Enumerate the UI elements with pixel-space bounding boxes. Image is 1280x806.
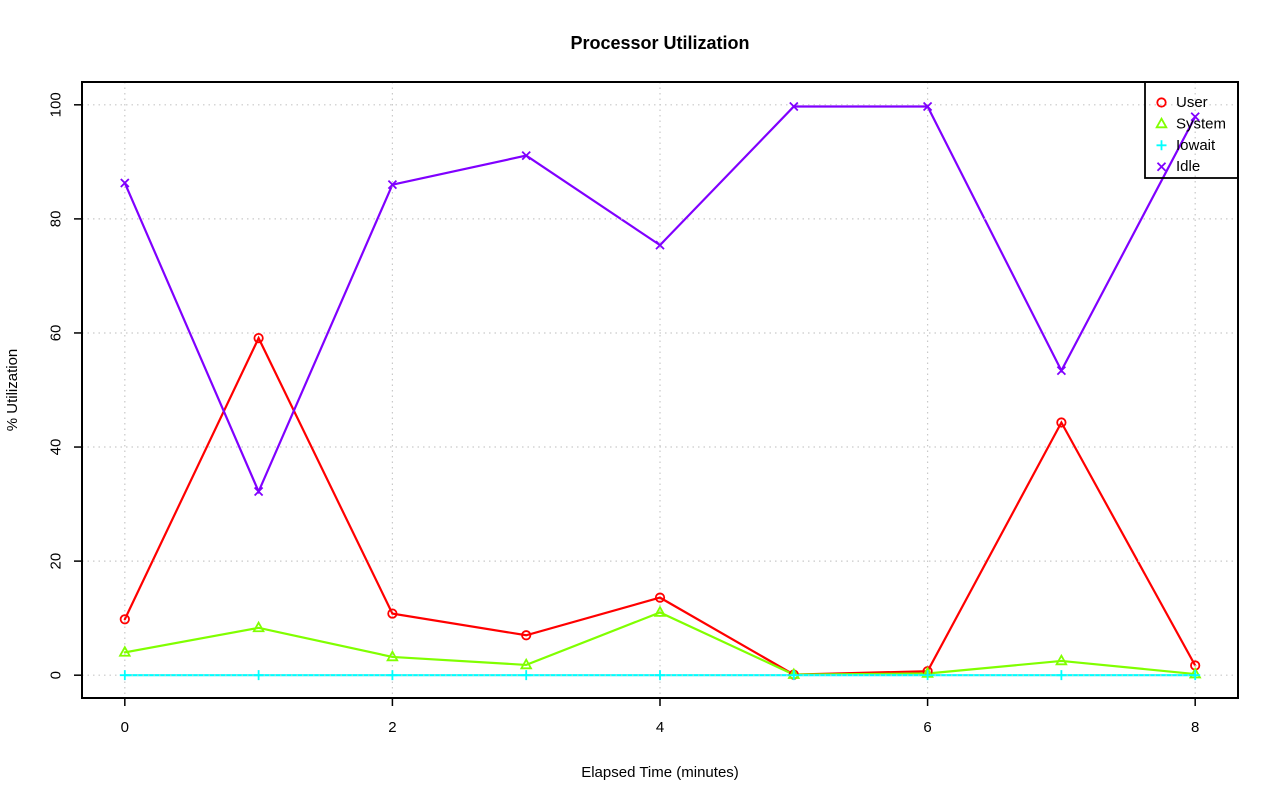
y-tick-label: 0 (48, 671, 65, 679)
legend-marker-iowait (1156, 140, 1167, 151)
marker-idle (789, 101, 799, 112)
y-tick-label: 60 (48, 325, 65, 342)
plus-marker-icon (119, 670, 130, 681)
y-axis-label: % Utilization (4, 349, 21, 432)
marker-idle (387, 180, 398, 190)
x-tick-label: 0 (121, 719, 129, 736)
x-marker-icon (655, 240, 665, 250)
marker-user (521, 630, 532, 641)
marker-system (653, 605, 667, 617)
marker-iowait (521, 670, 532, 681)
plus-marker-icon (1056, 670, 1067, 681)
x-marker-icon (1190, 112, 1200, 122)
marker-iowait (1056, 670, 1067, 681)
circle-marker-icon (387, 608, 398, 619)
marker-user (387, 608, 398, 619)
plus-marker-icon (1156, 140, 1167, 151)
triangle-marker-icon (1055, 653, 1068, 666)
x-marker-icon (1156, 162, 1167, 172)
circle-marker-icon (119, 614, 130, 625)
marker-iowait (1190, 670, 1201, 681)
circle-marker-icon (521, 630, 532, 641)
legend-item-iowait: Iowait (1176, 137, 1216, 154)
plus-marker-icon (788, 670, 799, 681)
marker-idle (1056, 365, 1067, 376)
marker-user (253, 332, 264, 344)
y-tick-label: 20 (48, 553, 65, 570)
marker-idle (922, 101, 933, 112)
marker-idle (521, 150, 531, 161)
marker-system (1055, 653, 1068, 666)
marker-iowait (655, 670, 665, 681)
marker-user (654, 592, 666, 603)
x-marker-icon (521, 150, 531, 161)
plus-marker-icon (387, 670, 398, 681)
x-tick-label: 4 (656, 719, 664, 736)
marker-system (252, 620, 265, 633)
series-markers-layer (118, 101, 1202, 681)
circle-marker-icon (1056, 417, 1067, 428)
marker-iowait (253, 670, 264, 681)
x-marker-icon (253, 486, 264, 497)
legend-box (1144, 81, 1239, 179)
plus-marker-icon (521, 670, 532, 681)
marker-iowait (788, 670, 799, 681)
x-marker-icon (922, 101, 933, 112)
triangle-marker-icon (653, 605, 667, 617)
legend-item-system: System (1176, 115, 1226, 132)
marker-iowait (387, 670, 398, 681)
marker-idle (1190, 112, 1200, 122)
x-marker-icon (120, 178, 130, 188)
marker-idle (253, 486, 264, 497)
marker-user (119, 614, 130, 625)
series-line-user (123, 335, 1197, 676)
marker-system (118, 645, 132, 657)
triangle-marker-icon (386, 649, 399, 662)
triangle-marker-icon (1155, 116, 1168, 129)
chart-title: Processor Utilization (570, 33, 749, 53)
series-line-system (123, 611, 1197, 676)
marker-idle (655, 240, 665, 250)
marker-iowait (119, 670, 130, 681)
x-marker-icon (1056, 365, 1067, 376)
plus-marker-icon (1190, 670, 1201, 681)
y-tick-label: 80 (48, 211, 65, 228)
x-axis-label: Elapsed Time (minutes) (581, 764, 739, 781)
x-tick-label: 8 (1191, 719, 1199, 736)
triangle-marker-icon (252, 620, 265, 633)
legend: User System Iowait Idle (1144, 81, 1239, 179)
y-tick-label: 100 (48, 92, 65, 117)
marker-user (1056, 417, 1067, 428)
triangle-marker-icon (118, 645, 132, 657)
circle-marker-icon (253, 332, 264, 344)
marker-system (386, 649, 399, 662)
legend-item-user: User (1176, 94, 1208, 111)
x-marker-icon (789, 101, 799, 112)
marker-iowait (922, 670, 933, 681)
x-tick-label: 2 (388, 719, 396, 736)
x-marker-icon (387, 180, 398, 190)
y-tick-label: 40 (48, 439, 65, 456)
legend-marker-user (1156, 97, 1167, 108)
circle-marker-icon (1156, 97, 1167, 108)
plus-marker-icon (655, 670, 665, 681)
series-line-idle (123, 105, 1197, 495)
marker-system (519, 657, 533, 670)
plus-marker-icon (253, 670, 264, 681)
x-tick-label: 6 (923, 719, 931, 736)
triangle-marker-icon (519, 657, 533, 670)
circle-marker-icon (654, 592, 666, 603)
legend-marker-system (1155, 116, 1168, 129)
marker-idle (120, 178, 130, 188)
legend-item-idle: Idle (1176, 158, 1200, 175)
legend-marker-idle (1156, 162, 1167, 172)
plus-marker-icon (922, 670, 933, 681)
